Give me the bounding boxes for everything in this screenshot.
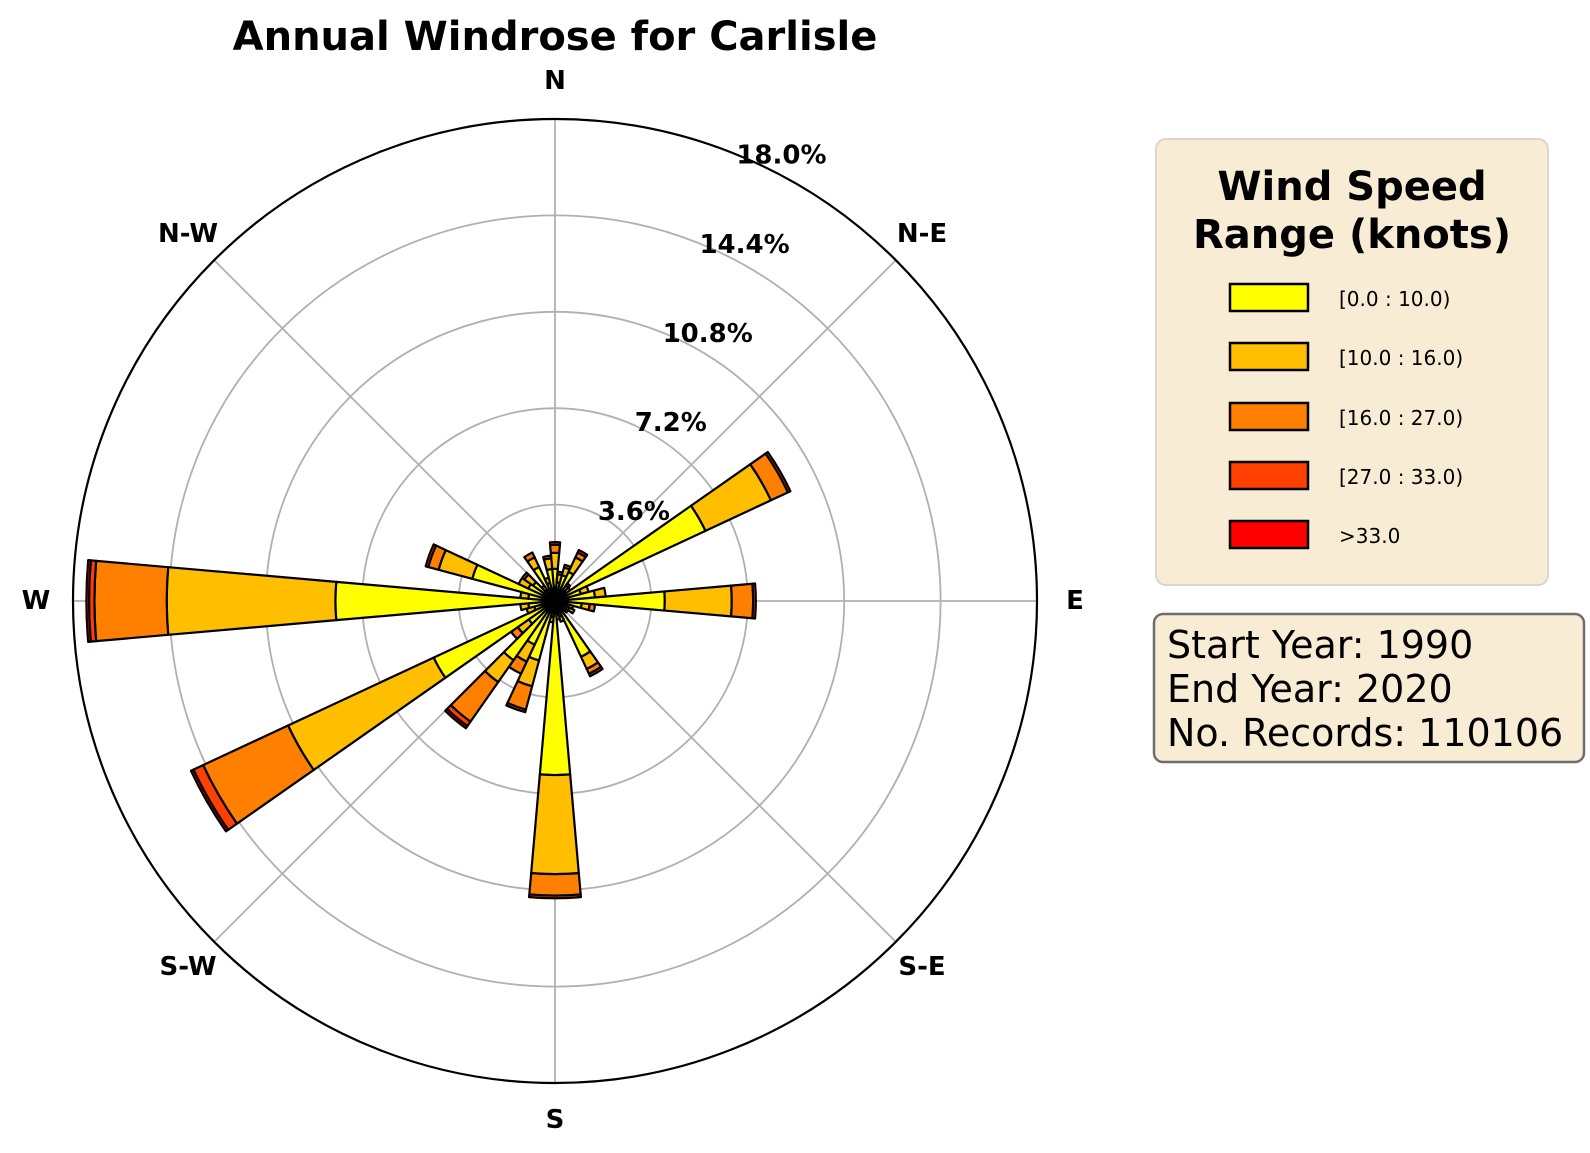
windrose-bar-segment	[189, 768, 230, 833]
grid-spoke	[554, 259, 897, 602]
start-year-text: Start Year: 1990	[1167, 623, 1473, 667]
windrose-bar-segment	[548, 540, 562, 547]
legend-item-label: [16.0 : 27.0)	[1339, 406, 1463, 430]
direction-label-n: N	[544, 66, 566, 96]
windrose-bar-segment	[663, 584, 733, 618]
chart-title: Annual Windrose for Carlisle	[233, 14, 878, 60]
windrose-bar-segment	[165, 566, 338, 636]
legend-title-line2: Range (knots)	[1193, 212, 1511, 258]
direction-label-s: S	[546, 1105, 565, 1135]
windrose-bar-segment	[751, 582, 757, 620]
windrose-bar-segment	[764, 450, 792, 494]
grid-spoke	[213, 259, 556, 602]
info-box-frame	[1152, 612, 1586, 764]
info-box: Start Year: 1990 End Year: 2020 No. Reco…	[1152, 612, 1586, 764]
legend-swatch	[1228, 401, 1310, 432]
direction-label-sw: S-W	[159, 952, 216, 982]
windrose-bar-segment	[563, 607, 570, 614]
records-text: No. Records: 110106	[1167, 711, 1563, 755]
windrose-bar-segment	[286, 656, 447, 772]
radial-tick-labels: 3.6% 7.2% 10.8% 14.4% 18.0%	[598, 141, 827, 527]
windrose-bar-segment	[548, 543, 562, 555]
windrose-bar-segment	[520, 571, 530, 581]
polar-grid	[71, 117, 1039, 1085]
windrose-bar-segment	[587, 602, 597, 613]
windrose-bar-segment	[424, 543, 438, 569]
windrose-bars	[85, 450, 792, 900]
grid-spoke	[554, 600, 897, 943]
direction-labels: N N-E E S-E S S-W W N-W	[22, 66, 1084, 1135]
windrose-bar-segment	[85, 559, 92, 643]
radial-tick-label: 3.6%	[598, 497, 670, 527]
legend-swatch	[1228, 341, 1310, 372]
windrose-bar-segment	[528, 871, 582, 897]
end-year-text: End Year: 2020	[1167, 667, 1453, 711]
legend-swatch	[1228, 460, 1310, 491]
windrose-bar-segment	[567, 606, 576, 615]
direction-label-ne: N-E	[897, 219, 947, 249]
windrose-bar-segment	[444, 707, 469, 730]
direction-label-se: S-E	[898, 952, 945, 982]
radial-tick-label: 7.2%	[635, 408, 707, 438]
windrose-bar-segment	[542, 554, 553, 561]
legend: Wind Speed Range (knots) [0.0 : 10.0) [1…	[1155, 138, 1549, 586]
windrose-bar-segment	[527, 893, 583, 900]
windrose-bar-segment	[564, 582, 572, 589]
direction-label-nw: N-W	[158, 219, 218, 249]
windrose-bar-segment	[505, 701, 527, 714]
radial-tick-label: 18.0%	[736, 141, 826, 171]
windrose-bar-segment	[93, 559, 170, 643]
legend-item-label: [27.0 : 33.0)	[1339, 465, 1463, 489]
legend-swatch	[1228, 519, 1310, 550]
legend-item-label: >33.0	[1339, 524, 1400, 548]
radial-tick-label: 14.4%	[699, 230, 789, 260]
legend-item-label: [10.0 : 16.0)	[1339, 346, 1463, 370]
outer-ring	[71, 117, 1039, 1085]
radial-tick-label: 10.8%	[663, 319, 753, 349]
direction-label-e: E	[1066, 586, 1084, 616]
windrose-bar-segment	[729, 582, 755, 620]
windrose-bar-segment	[576, 548, 589, 559]
windrose-bar-segment	[523, 551, 536, 563]
legend-swatch	[1228, 282, 1310, 313]
legend-title-line1: Wind Speed	[1217, 164, 1486, 210]
windrose-bar-segment	[587, 665, 604, 678]
direction-label-w: W	[22, 586, 51, 616]
legend-item-label: [0.0 : 10.0)	[1339, 287, 1450, 311]
windrose-bar-segment	[530, 773, 580, 876]
